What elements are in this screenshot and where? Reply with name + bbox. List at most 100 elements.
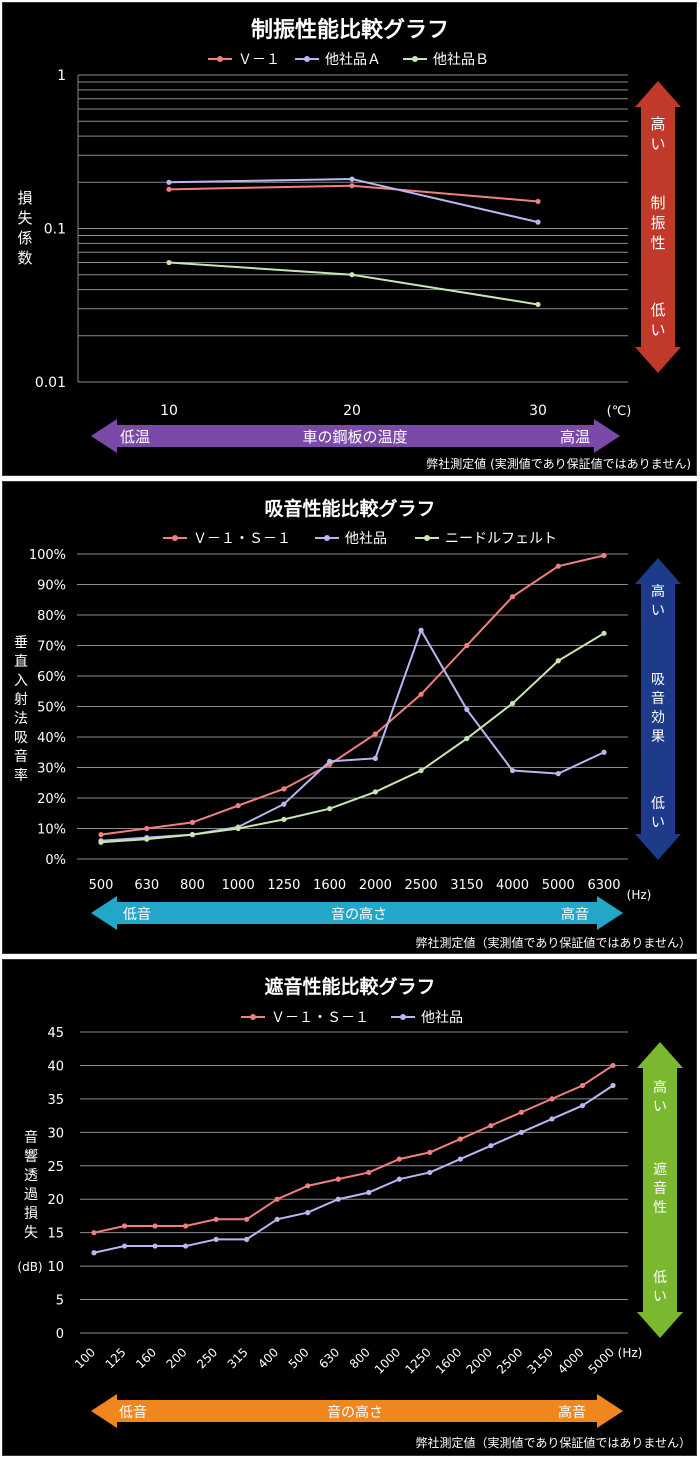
data-point [535, 198, 541, 205]
svg-text:高: 高 [651, 583, 665, 600]
svg-text:果: 果 [651, 729, 665, 745]
y-tick-label: 0.01 [35, 375, 66, 391]
data-point [418, 627, 424, 633]
svg-text:数: 数 [17, 249, 32, 267]
chart-title: 制振性能比較グラフ [251, 17, 449, 43]
svg-text:高: 高 [650, 115, 665, 133]
data-point [549, 1096, 555, 1102]
damping-chart: 制振性能比較グラフ Ｖ－１ 他社品Ａ 他社品Ｂ 1 0.1 0.01 10 20 30 (℃) 損失係… [17, 17, 691, 471]
y-tick-label: 25 [47, 1160, 64, 1175]
svg-text:い: い [650, 135, 665, 153]
legend-marker-1 [324, 535, 330, 541]
data-point [327, 806, 333, 812]
x-tick-label: 800 [180, 878, 205, 893]
data-point [166, 179, 172, 185]
data-point [121, 1243, 128, 1249]
data-point [366, 1169, 372, 1176]
data-point [335, 1176, 341, 1182]
data-point [349, 176, 355, 182]
x-arrow-center-label: 音の高さ [331, 906, 387, 923]
svg-text:制: 制 [650, 194, 665, 212]
svg-text:法: 法 [14, 711, 28, 727]
data-point [518, 1109, 525, 1115]
data-point [189, 832, 196, 838]
data-point [579, 1102, 586, 1109]
data-point [305, 1183, 311, 1189]
svg-text:過: 過 [24, 1187, 38, 1203]
y-tick-label: 40 [47, 1059, 64, 1074]
svg-text:音: 音 [14, 748, 28, 765]
data-point [372, 789, 378, 795]
svg-text:失: 失 [24, 1225, 38, 1241]
data-point [555, 771, 561, 777]
x-tick-label: 4000 [555, 1345, 586, 1376]
y-tick-label: 5 [56, 1294, 64, 1309]
y-tick-label: 0.1 [44, 222, 66, 238]
data-point [555, 563, 561, 569]
x-tick-label: 1600 [433, 1345, 464, 1376]
x-tick-label: 125 [103, 1345, 129, 1371]
x-arrow-left-label: 低音 [119, 1404, 147, 1421]
y-tick-label: 60% [37, 670, 66, 685]
measurement-note: 弊社測定値 (実測値であり保証値ではありません) [426, 456, 691, 471]
x-tick-label: 630 [134, 878, 159, 893]
y-direction-arrow [635, 81, 681, 373]
legend-marker-0 [217, 56, 223, 62]
data-point [144, 825, 150, 832]
data-point [549, 1116, 555, 1122]
data-point [235, 803, 241, 809]
legend-marker-0 [172, 535, 178, 541]
data-point [121, 1223, 128, 1229]
svg-text:い: い [650, 321, 665, 339]
x-tick-label: 2500 [405, 878, 438, 893]
data-point [610, 1062, 616, 1069]
y-arrow-center-label: 制振性 [650, 194, 665, 252]
absorption-chart: 吸音性能比較グラフ Ｖ－１・Ｓ－１ 他社品 ニードルフェルト 0% 10% 20% 30% 40… [14, 497, 691, 950]
y-arrow-bottom-label: 低い [653, 1270, 667, 1305]
data-point [488, 1143, 494, 1149]
svg-text:い: い [651, 603, 665, 619]
x-tick-label: 2000 [464, 1345, 495, 1376]
x-tick-label: 100 [72, 1345, 98, 1371]
y-tick-label: 20 [47, 1193, 64, 1208]
series-line-2 [168, 261, 539, 306]
data-point [518, 1129, 525, 1135]
x-tick-label: 1000 [222, 878, 255, 893]
data-point [189, 819, 196, 825]
data-point [457, 1136, 463, 1142]
data-point [152, 1223, 158, 1229]
data-point [509, 594, 516, 600]
data-point [396, 1176, 402, 1182]
data-point [601, 749, 607, 755]
data-point [166, 186, 172, 192]
data-point [244, 1236, 250, 1242]
x-unit-label: (Hz) [618, 1346, 643, 1360]
x-tick-label: 500 [286, 1345, 312, 1371]
y-tick-label: 45 [47, 1026, 64, 1041]
y-tick-label: 35 [47, 1093, 64, 1108]
data-point [349, 272, 355, 278]
y-tick-label: 100% [29, 548, 66, 563]
data-point [535, 219, 541, 225]
x-tick-label: 630 [316, 1345, 342, 1371]
data-point [152, 1243, 158, 1249]
chart-title: 遮音性能比較グラフ [264, 975, 435, 998]
data-point [213, 1216, 219, 1222]
legend-label-1: 他社品 [345, 531, 387, 547]
x-arrow-center-label: 音の高さ [327, 1404, 383, 1421]
y-tick-label: 40% [37, 731, 66, 746]
x-tick-label: 315 [225, 1345, 251, 1371]
data-point [98, 832, 104, 838]
svg-text:遮: 遮 [653, 1162, 667, 1178]
data-point [464, 735, 470, 742]
svg-text:高: 高 [653, 1079, 667, 1096]
data-point [418, 691, 424, 697]
y-tick-label: 15 [47, 1227, 64, 1242]
measurement-note: 弊社測定値（実測値であり保証値ではありません） [415, 935, 691, 950]
data-point [213, 1236, 219, 1242]
data-point [555, 658, 561, 664]
legend-label-1: 他社品 [421, 1010, 463, 1026]
x-arrow-left-label: 低音 [123, 906, 151, 923]
